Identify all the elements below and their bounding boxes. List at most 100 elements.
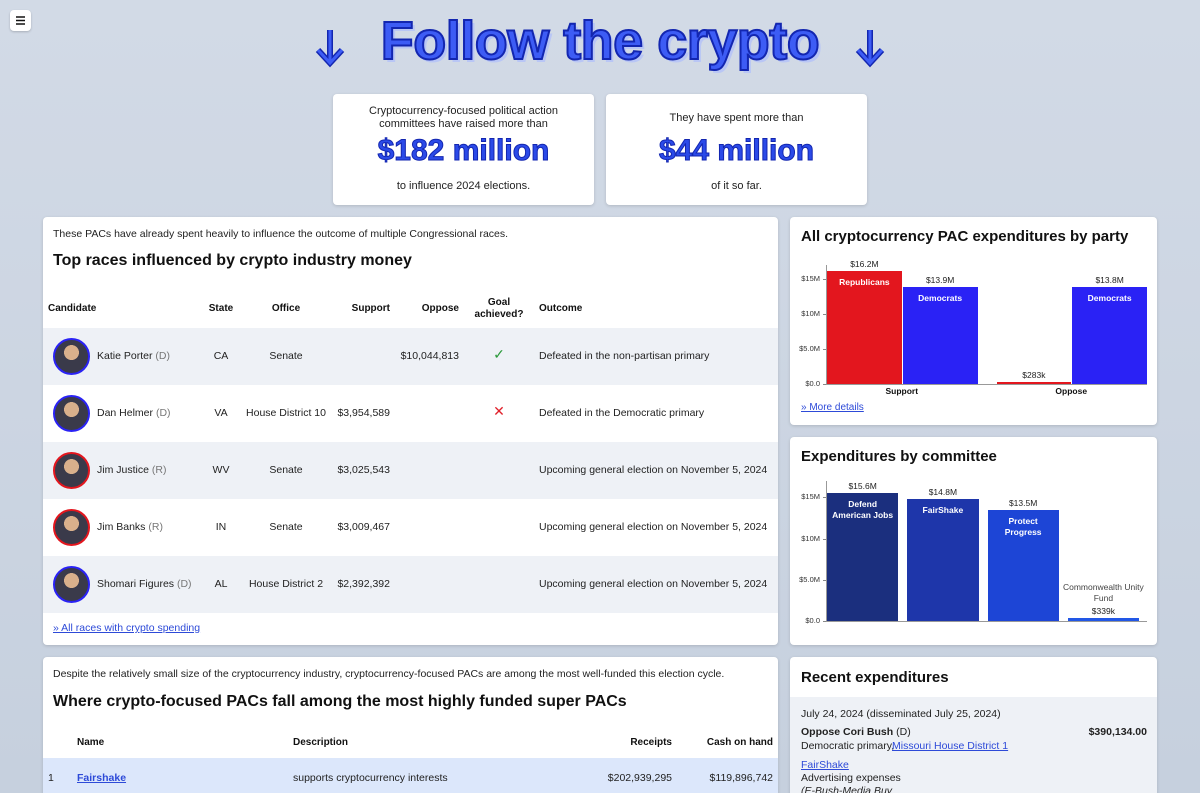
cell-support: $3,025,543 — [337, 464, 390, 476]
cell-state: CA — [213, 350, 229, 362]
bar-label: FairShake — [922, 505, 964, 516]
district-link[interactable]: Missouri House District 1 — [892, 740, 1009, 752]
name: Shomari Figures — [97, 578, 175, 590]
recent-body — [790, 697, 1157, 793]
section-title: Where crypto-focused PACs fall among the… — [53, 693, 627, 710]
avatar — [53, 395, 90, 432]
chart-title: All cryptocurrency PAC expenditures by p… — [801, 228, 1129, 245]
more-details-link[interactable]: » More details — [801, 402, 864, 413]
column-header: Oppose — [421, 303, 459, 314]
name-link[interactable]: Fairshake — [77, 772, 127, 784]
bar — [1072, 287, 1147, 384]
cell-outcome: Defeated in the non-partisan primary — [539, 350, 710, 362]
races-link[interactable]: » All races with crypto spending — [53, 622, 201, 634]
candidate-name: Shomari Figures (D) — [97, 578, 192, 590]
party: (D) — [896, 726, 911, 738]
table-row — [43, 758, 778, 793]
stat-lead: Cryptocurrency-focused political action … — [369, 105, 558, 130]
tick-mark — [823, 579, 826, 581]
avatar — [53, 452, 90, 489]
bar-label: Republicans — [839, 276, 890, 287]
races-panel: These PACs have already spent heavily to… — [43, 217, 778, 645]
avatar — [53, 566, 90, 603]
bar-label: Commonwealth Unity Fund — [1062, 582, 1144, 604]
bar — [902, 286, 978, 384]
cell-state: IN — [215, 521, 227, 533]
section-title: Recent expenditures — [801, 669, 949, 686]
bar — [1067, 618, 1139, 621]
cell-support: $2,392,392 — [337, 578, 390, 590]
tick-mark — [823, 497, 826, 499]
race: Democratic primary, — [801, 740, 895, 752]
y-tick-label: $0.0 — [805, 616, 820, 625]
recent-panel: Recent expenditures July 24, 2024 (dissem… — [790, 657, 1157, 793]
avatar — [53, 338, 90, 375]
tick-mark — [823, 314, 826, 315]
arrow-icon — [855, 30, 885, 68]
committee-link[interactable]: FairShake — [801, 759, 849, 771]
candidate-name: Jim Banks (R) — [97, 521, 163, 533]
column-header: Receipts — [630, 737, 672, 748]
section-title: Top races influenced by crypto industry … — [53, 252, 412, 269]
value-label: $13.9M — [925, 274, 955, 285]
stat-lead: They have spent more than — [669, 111, 804, 124]
candidate-name: Katie Porter (D) — [97, 350, 170, 362]
bar-label: Defend American Jobs — [832, 498, 894, 520]
cell-goal: ✓ — [493, 346, 505, 362]
column-header: Name — [77, 737, 105, 748]
cell-goal: ✕ — [493, 403, 505, 419]
cell-office: Senate — [269, 464, 303, 476]
party: (D) — [155, 407, 171, 419]
stat-figure: $44 million — [658, 134, 815, 168]
cell-support: $3,009,467 — [337, 521, 390, 533]
x-axis — [826, 384, 1147, 385]
cell-outcome: Upcoming general election on November 5,… — [539, 464, 768, 476]
bar-label: Protect Progress — [1004, 515, 1042, 537]
column-header: Cash on hand — [706, 737, 773, 748]
stat-tail: of it so far. — [711, 180, 762, 192]
table-row — [43, 556, 778, 613]
stat-figure: $182 million — [377, 134, 550, 168]
column-header: Description — [293, 737, 349, 748]
cell-outcome: Defeated in the Democratic primary — [539, 407, 705, 419]
value-label: $283k — [1022, 370, 1046, 381]
stat-tail: to influence 2024 elections. — [396, 180, 531, 192]
column-header: Office — [271, 303, 301, 314]
menu-button[interactable] — [10, 10, 31, 31]
superpacs-panel: Despite the relatively small size of the… — [43, 657, 778, 793]
column-header: State — [208, 303, 234, 314]
tick-mark — [823, 349, 826, 350]
table-row — [43, 328, 778, 385]
rank: 1 — [48, 772, 54, 784]
cell-outcome: Upcoming general election on November 5,… — [539, 521, 768, 533]
arrow-icon — [315, 30, 345, 68]
purpose: Advertising expenses — [801, 772, 901, 784]
stat-card: Cryptocurrency-focused political action … — [333, 94, 594, 205]
x-tick-label: Support — [885, 386, 919, 396]
cell-oppose: $10,044,813 — [400, 350, 459, 362]
bar-label: Democrats — [1087, 293, 1132, 304]
tick-mark — [823, 279, 826, 280]
cell-office: Senate — [269, 521, 303, 533]
value-label: $15.6M — [848, 480, 877, 491]
bar — [987, 509, 1059, 621]
bar-label: Democrats — [918, 292, 963, 303]
column-header: Support — [351, 303, 390, 314]
page-title: Follow the crypto — [380, 10, 821, 72]
memo: (E-Bush-Media Buy — [801, 785, 893, 793]
name: Jim Justice — [97, 464, 149, 476]
candidate-name: Dan Helmer (D) — [97, 407, 171, 419]
chart-title: Expenditures by committee — [801, 448, 997, 465]
name: Katie Porter — [97, 350, 153, 362]
tick-mark — [823, 384, 826, 385]
y-tick-label: $15M — [801, 274, 820, 283]
column-header: Outcome — [539, 303, 583, 314]
cell-office: House District 2 — [248, 578, 324, 590]
name: Oppose Cori Bush — [801, 726, 894, 738]
party: (D) — [176, 578, 192, 590]
column-header: Candidate — [48, 303, 97, 314]
tick-mark — [823, 621, 826, 622]
party: (R) — [148, 521, 163, 533]
cell-state: AL — [214, 578, 228, 590]
